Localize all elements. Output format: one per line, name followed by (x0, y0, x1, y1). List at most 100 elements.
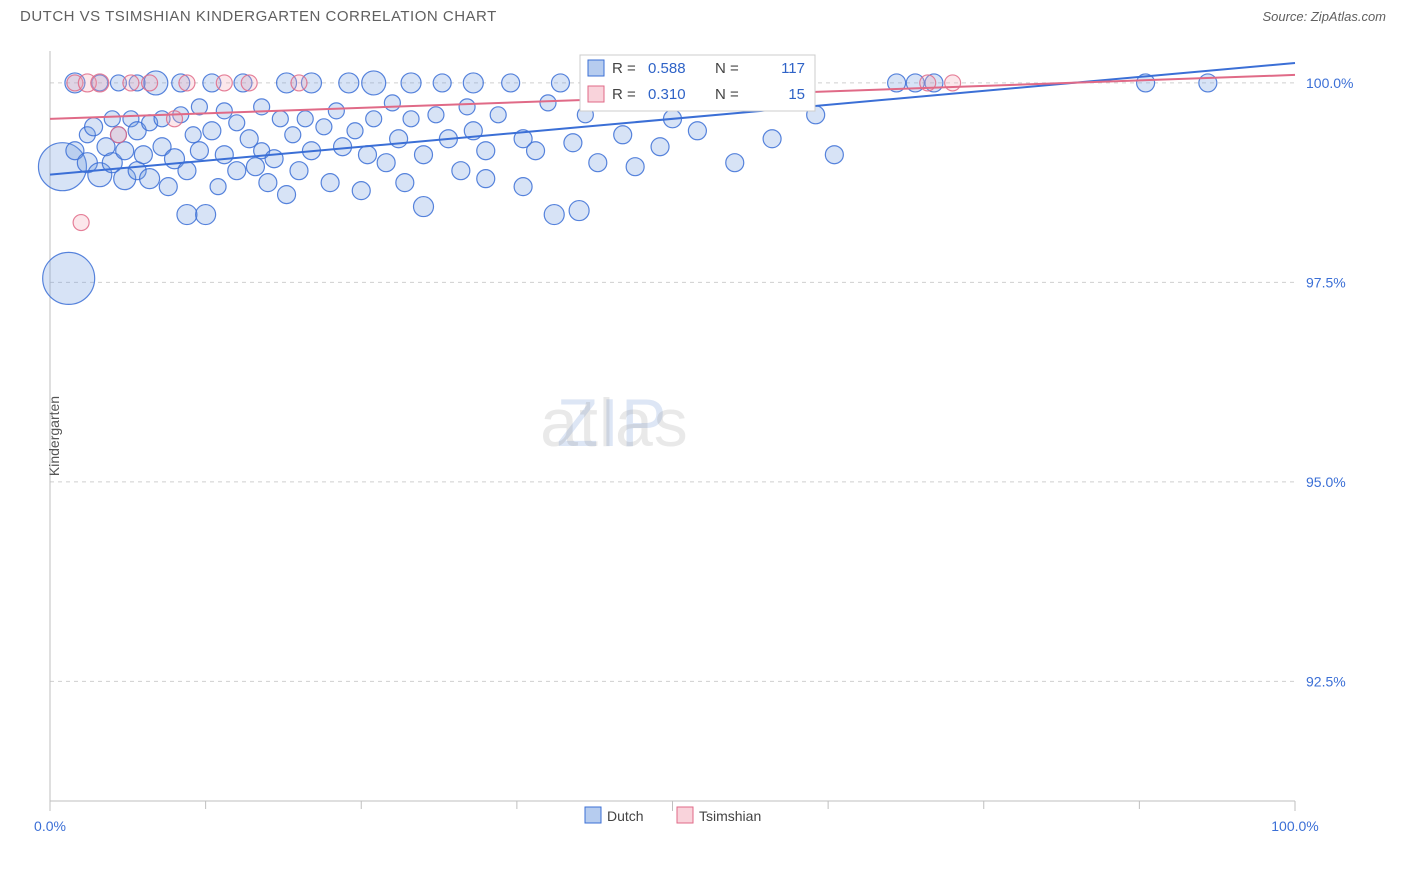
data-point (540, 95, 556, 111)
data-point (544, 205, 564, 225)
data-point (502, 74, 520, 92)
data-point (428, 107, 444, 123)
stats-label: R = (612, 86, 636, 103)
data-point (142, 75, 158, 91)
svg-text:atlas: atlas (540, 385, 689, 461)
data-point (352, 182, 370, 200)
stats-value: 15 (788, 86, 805, 103)
stats-value: 117 (781, 60, 805, 77)
data-point (825, 146, 843, 164)
data-point (651, 138, 669, 156)
data-point (396, 174, 414, 192)
scatter-chart: 92.5% 95.0% 97.5% 100.0% 0.0% 100.0% ZIPatlas R… (20, 31, 1386, 841)
data-point (463, 73, 483, 93)
stats-label: N = (715, 86, 739, 103)
data-point (216, 75, 232, 91)
data-point (347, 123, 363, 139)
data-point (259, 174, 277, 192)
data-point (415, 146, 433, 164)
data-point (272, 111, 288, 127)
data-point (203, 122, 221, 140)
data-point (569, 201, 589, 221)
data-point (626, 158, 644, 176)
data-point (316, 119, 332, 135)
data-point (265, 150, 283, 168)
data-point (110, 127, 126, 143)
data-point (514, 178, 532, 196)
legend-swatch (588, 86, 604, 102)
data-point (278, 186, 296, 204)
data-point (116, 142, 134, 160)
data-point (551, 74, 569, 92)
data-point (328, 103, 344, 119)
data-point (167, 111, 183, 127)
data-point (140, 169, 160, 189)
data-point (321, 174, 339, 192)
data-point (390, 130, 408, 148)
data-point (134, 146, 152, 164)
data-point (228, 162, 246, 180)
data-point (403, 111, 419, 127)
data-point (177, 205, 197, 225)
data-point (246, 158, 264, 176)
data-point (433, 74, 451, 92)
stats-value: 0.588 (648, 60, 686, 77)
legend-label: Dutch (607, 808, 644, 824)
data-point (291, 75, 307, 91)
data-point (190, 142, 208, 160)
data-point (185, 127, 201, 143)
data-point (459, 99, 475, 115)
data-point (85, 118, 103, 136)
data-point (527, 142, 545, 160)
y-tick-label: 97.5% (1306, 274, 1346, 290)
x-tick-label: 100.0% (1271, 818, 1318, 834)
legend-swatch (588, 60, 604, 76)
y-axis-label: Kindergarten (46, 396, 62, 476)
data-point (614, 126, 632, 144)
data-point (179, 75, 195, 91)
data-point (178, 162, 196, 180)
stats-label: R = (612, 60, 636, 77)
data-point (73, 215, 89, 231)
watermark: ZIPatlas (540, 385, 689, 461)
data-point (358, 146, 376, 164)
legend-swatch (677, 807, 693, 823)
data-point (241, 75, 257, 91)
data-point (452, 162, 470, 180)
data-point (414, 197, 434, 217)
x-tick-label: 0.0% (34, 818, 66, 834)
y-tick-label: 95.0% (1306, 474, 1346, 490)
data-point (477, 170, 495, 188)
data-point (589, 154, 607, 172)
chart-container: Kindergarten 92.5% 95.0% 97.5% 100.0% 0.0% 10… (20, 31, 1386, 841)
legend-label: Tsimshian (699, 808, 761, 824)
y-tick-label: 100.0% (1306, 75, 1353, 91)
data-point (366, 111, 382, 127)
data-point (297, 111, 313, 127)
data-point (159, 178, 177, 196)
y-tick-label: 92.5% (1306, 673, 1346, 689)
data-point (362, 71, 386, 95)
data-point (210, 179, 226, 195)
data-point (726, 154, 744, 172)
data-point (477, 142, 495, 160)
data-point (334, 138, 352, 156)
data-point (339, 73, 359, 93)
data-point (688, 122, 706, 140)
data-point (290, 162, 308, 180)
data-point (91, 74, 109, 92)
stats-value: 0.310 (648, 86, 686, 103)
data-point (384, 95, 400, 111)
stats-label: N = (715, 60, 739, 77)
data-point (229, 115, 245, 131)
data-point (401, 73, 421, 93)
data-point (285, 127, 301, 143)
data-point (1199, 74, 1217, 92)
data-point (104, 111, 120, 127)
legend-swatch (585, 807, 601, 823)
data-point (945, 75, 961, 91)
data-point (196, 205, 216, 225)
data-point (564, 134, 582, 152)
data-point (123, 75, 139, 91)
chart-header: DUTCH VS TSIMSHIAN KINDERGARTEN CORRELAT… (0, 0, 1406, 31)
